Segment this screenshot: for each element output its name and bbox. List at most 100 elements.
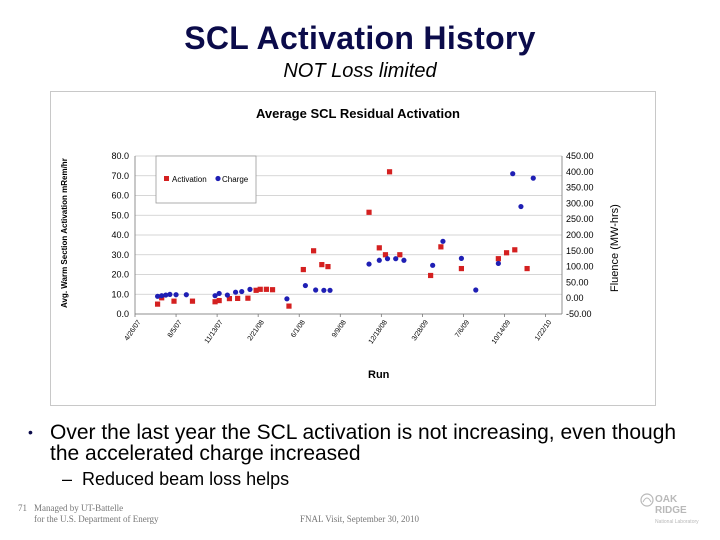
charge-point	[321, 287, 327, 293]
activation-point	[325, 264, 331, 270]
chart-x-axis-label: Run	[368, 369, 390, 381]
charge-point	[239, 288, 245, 295]
chart-y2-axis-label: Fluence (MW-hrs)	[609, 204, 621, 292]
logo-oak: OAK	[655, 494, 678, 505]
chart-y2-tick-label: -50.00	[566, 309, 592, 319]
footer-managed-by: Managed by UT-Battelle	[34, 503, 124, 513]
activation-point	[235, 295, 241, 301]
chart-frame: Average SCL Residual Activation Avg. War…	[50, 91, 656, 406]
charge-point	[313, 287, 319, 293]
charge-point	[401, 257, 407, 263]
legend-charge-marker	[215, 175, 221, 182]
chart-y2-tick-label: 200.00	[566, 230, 594, 240]
chart-points	[154, 169, 536, 309]
chart-y2-tick-label: 150.00	[566, 246, 594, 256]
activation-point	[257, 286, 263, 292]
activation-point	[503, 250, 510, 256]
charge-point	[163, 292, 169, 298]
charge-point	[510, 171, 516, 177]
charge-point	[518, 203, 524, 210]
bullet-text: Over the last year the SCL activation is…	[50, 421, 677, 465]
charge-point	[495, 260, 501, 267]
chart-legend: Activation Charge	[155, 155, 257, 204]
charge-point	[232, 289, 239, 295]
charge-point	[327, 287, 333, 293]
charge-point	[284, 296, 290, 302]
activation-point	[458, 265, 465, 272]
charge-point	[159, 293, 165, 299]
charge-point	[247, 286, 253, 292]
activation-point	[319, 262, 325, 268]
chart-x-tick-label: 8/5/07	[167, 319, 184, 339]
logo-national-laboratory: National Laboratory	[655, 519, 699, 525]
chart-y-tick-label: 80.0	[111, 151, 129, 161]
bullet-dot-icon: •	[28, 424, 33, 440]
activation-point	[495, 256, 501, 262]
sub-bullet-text: Reduced beam loss helps	[82, 469, 290, 489]
chart-y-tick-label: 50.0	[111, 210, 129, 220]
activation-point	[512, 247, 518, 253]
chart-y-tick-label: 10.0	[111, 289, 129, 299]
activation-point	[189, 298, 196, 304]
activation-point	[245, 295, 251, 301]
chart-x-tick-label: 9/9/08	[331, 319, 348, 339]
footer-center: FNAL Visit, September 30, 2010	[300, 514, 419, 524]
chart-x-tick-label: 2/21/08	[247, 319, 266, 342]
chart-title: Average SCL Residual Activation	[256, 106, 460, 121]
chart-y2-tick-label: 400.00	[566, 167, 594, 177]
charge-point	[384, 256, 391, 262]
charge-point	[530, 175, 536, 181]
chart-y-tick-label: 20.0	[111, 270, 129, 280]
activation-point	[386, 169, 393, 175]
chart-x-tick-label: 6/1/08	[290, 319, 307, 339]
charge-point	[302, 282, 308, 289]
chart-y2-tick-label: 250.00	[566, 214, 594, 224]
chart-y-tick-label: 30.0	[111, 250, 129, 260]
chart-x-tick-label: 4/26/07	[124, 319, 143, 342]
charge-point	[473, 287, 479, 293]
slide-number: 71	[18, 503, 27, 513]
activation-point	[428, 272, 434, 279]
chart-legend-box	[155, 155, 257, 204]
chart-y2-tick-label: 300.00	[566, 198, 594, 208]
chart-y-axis-label: Avg. Warm Section Activation mRem/hr	[60, 158, 69, 308]
chart-x-tick-label: 3/28/09	[411, 319, 430, 342]
chart-y2-tick-label: 0.00	[566, 293, 584, 303]
charge-point	[216, 290, 222, 297]
logo-ridge: RIDGE	[655, 505, 687, 516]
activation-point	[269, 287, 276, 293]
charge-point	[458, 255, 465, 261]
activation-point	[253, 287, 259, 293]
activation-point	[376, 245, 382, 251]
charge-point	[440, 238, 446, 244]
charge-point	[183, 292, 189, 298]
activation-point	[171, 298, 177, 304]
chart-x-tick-label: 12/18/08	[368, 319, 389, 345]
chart-x-tick-label: 10/14/09	[491, 319, 512, 345]
charge-point	[430, 262, 436, 268]
activation-point	[524, 265, 530, 272]
charge-point	[154, 293, 161, 299]
charge-point	[173, 292, 179, 298]
dash-icon: –	[62, 469, 73, 489]
legend-charge-label: Charge	[222, 175, 249, 184]
activation-point	[438, 244, 444, 250]
activation-point	[300, 266, 306, 273]
chart-y2-tick-label: 100.00	[566, 262, 594, 272]
slide-subtitle: NOT Loss limited	[283, 60, 437, 82]
chart-x-tick-label: 1/22/10	[534, 319, 553, 342]
charge-point	[366, 261, 372, 267]
oak-ridge-logo: OAK RIDGE National Laboratory	[640, 493, 699, 525]
chart-y-tick-label: 0.0	[116, 309, 129, 319]
legend-activation-label: Activation	[172, 175, 207, 184]
activation-point	[382, 252, 389, 258]
chart-svg: Average SCL Residual Activation Avg. War…	[60, 106, 621, 381]
activation-point	[216, 297, 222, 304]
chart-y-tick-label: 40.0	[111, 230, 129, 240]
chart-y2-tick-label: 450.00	[566, 151, 594, 161]
charge-point	[376, 257, 382, 263]
legend-activation-marker	[164, 176, 169, 181]
activation-point	[263, 286, 269, 292]
activation-point	[397, 252, 403, 258]
activation-point	[154, 301, 161, 307]
